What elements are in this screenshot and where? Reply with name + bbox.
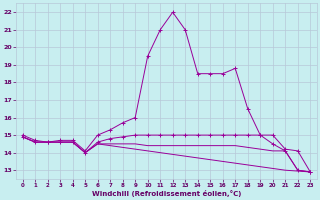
X-axis label: Windchill (Refroidissement éolien,°C): Windchill (Refroidissement éolien,°C) (92, 190, 241, 197)
